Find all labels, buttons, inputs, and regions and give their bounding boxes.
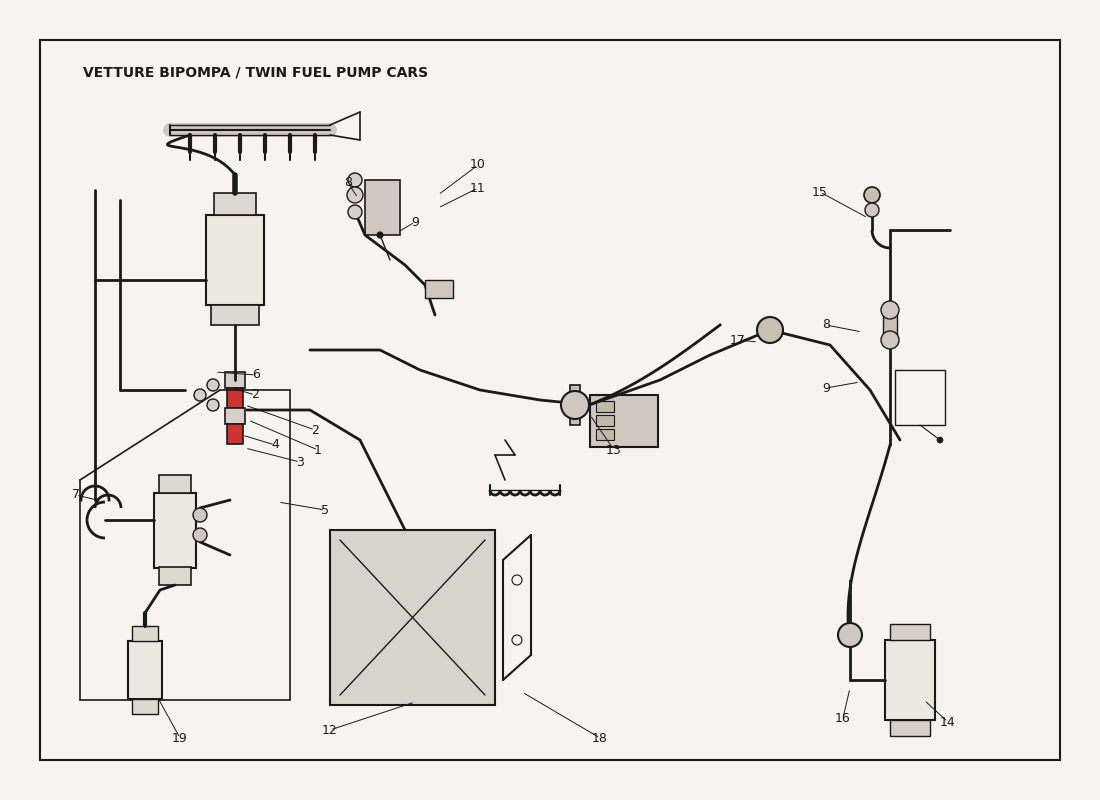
Text: 4: 4 bbox=[271, 438, 279, 451]
Bar bbox=[870, 322, 912, 364]
Circle shape bbox=[881, 301, 899, 319]
Text: 14: 14 bbox=[940, 715, 956, 729]
Bar bbox=[912, 280, 954, 322]
Text: 9: 9 bbox=[411, 215, 419, 229]
Bar bbox=[211, 305, 258, 325]
Bar bbox=[75, 55, 420, 610]
Bar bbox=[912, 364, 954, 406]
Bar bbox=[128, 641, 162, 699]
Bar bbox=[702, 490, 744, 532]
Bar bbox=[365, 180, 400, 235]
Circle shape bbox=[377, 232, 383, 238]
Bar bbox=[744, 448, 786, 490]
Bar bbox=[828, 364, 870, 406]
Text: 8: 8 bbox=[344, 177, 352, 190]
Text: 1: 1 bbox=[315, 443, 322, 457]
Bar bbox=[883, 315, 896, 340]
Bar bbox=[132, 626, 158, 641]
Text: 16: 16 bbox=[835, 711, 851, 725]
Bar bbox=[227, 424, 243, 444]
Bar bbox=[596, 429, 614, 440]
Text: 15: 15 bbox=[812, 186, 828, 198]
Text: VETTURE BIPOMPA / TWIN FUEL PUMP CARS: VETTURE BIPOMPA / TWIN FUEL PUMP CARS bbox=[82, 66, 428, 80]
Bar bbox=[227, 388, 243, 408]
Bar bbox=[828, 448, 870, 490]
Bar bbox=[890, 624, 930, 640]
Bar bbox=[870, 490, 912, 532]
Circle shape bbox=[192, 508, 207, 522]
Text: 2: 2 bbox=[251, 389, 258, 402]
Circle shape bbox=[194, 389, 206, 401]
Text: 8: 8 bbox=[822, 318, 830, 331]
Bar bbox=[912, 448, 954, 490]
Bar bbox=[226, 372, 245, 388]
Circle shape bbox=[881, 331, 899, 349]
Bar bbox=[870, 406, 912, 448]
Circle shape bbox=[937, 437, 943, 443]
Circle shape bbox=[757, 317, 783, 343]
Circle shape bbox=[192, 528, 207, 542]
Text: 2: 2 bbox=[311, 423, 319, 437]
Circle shape bbox=[838, 623, 862, 647]
Bar bbox=[425, 280, 453, 298]
Bar bbox=[702, 406, 744, 448]
Bar bbox=[912, 532, 954, 574]
Bar bbox=[744, 280, 786, 322]
Bar bbox=[330, 530, 495, 705]
Circle shape bbox=[207, 399, 219, 411]
Bar bbox=[570, 385, 580, 425]
Bar bbox=[206, 215, 264, 305]
Bar bbox=[744, 364, 786, 406]
Text: 7: 7 bbox=[72, 489, 80, 502]
Bar bbox=[596, 401, 614, 412]
Text: 12: 12 bbox=[322, 723, 338, 737]
Text: 10: 10 bbox=[470, 158, 486, 171]
Text: c a r   p a r t s: c a r p a r t s bbox=[462, 480, 618, 500]
Bar bbox=[660, 280, 702, 322]
Bar bbox=[160, 475, 191, 493]
Circle shape bbox=[864, 187, 880, 203]
Bar bbox=[660, 448, 702, 490]
Text: 3: 3 bbox=[296, 455, 304, 469]
Bar bbox=[828, 280, 870, 322]
Bar bbox=[895, 370, 945, 425]
Bar bbox=[154, 493, 196, 568]
Text: 13: 13 bbox=[606, 443, 621, 457]
Bar bbox=[786, 490, 828, 532]
Bar bbox=[744, 532, 786, 574]
Bar bbox=[886, 640, 935, 720]
Circle shape bbox=[865, 203, 879, 217]
Bar bbox=[214, 193, 256, 215]
Bar bbox=[786, 322, 828, 364]
Text: südeıa: südeıa bbox=[420, 394, 659, 466]
Circle shape bbox=[207, 379, 219, 391]
Bar bbox=[660, 532, 702, 574]
Circle shape bbox=[561, 391, 588, 419]
Circle shape bbox=[346, 187, 363, 203]
Bar bbox=[226, 408, 245, 424]
Text: 11: 11 bbox=[470, 182, 486, 194]
Text: 5: 5 bbox=[321, 503, 329, 517]
Circle shape bbox=[348, 205, 362, 219]
Bar bbox=[590, 395, 658, 447]
Text: 18: 18 bbox=[592, 731, 608, 745]
Bar bbox=[160, 567, 191, 585]
Text: 17: 17 bbox=[730, 334, 746, 346]
Text: 9: 9 bbox=[822, 382, 829, 394]
Bar bbox=[786, 406, 828, 448]
Bar bbox=[890, 720, 930, 736]
Text: 19: 19 bbox=[172, 731, 188, 745]
Bar bbox=[702, 322, 744, 364]
Bar bbox=[660, 364, 702, 406]
Bar bbox=[132, 699, 158, 714]
Bar bbox=[596, 415, 614, 426]
Bar bbox=[828, 532, 870, 574]
Text: 6: 6 bbox=[252, 369, 260, 382]
Circle shape bbox=[348, 173, 362, 187]
